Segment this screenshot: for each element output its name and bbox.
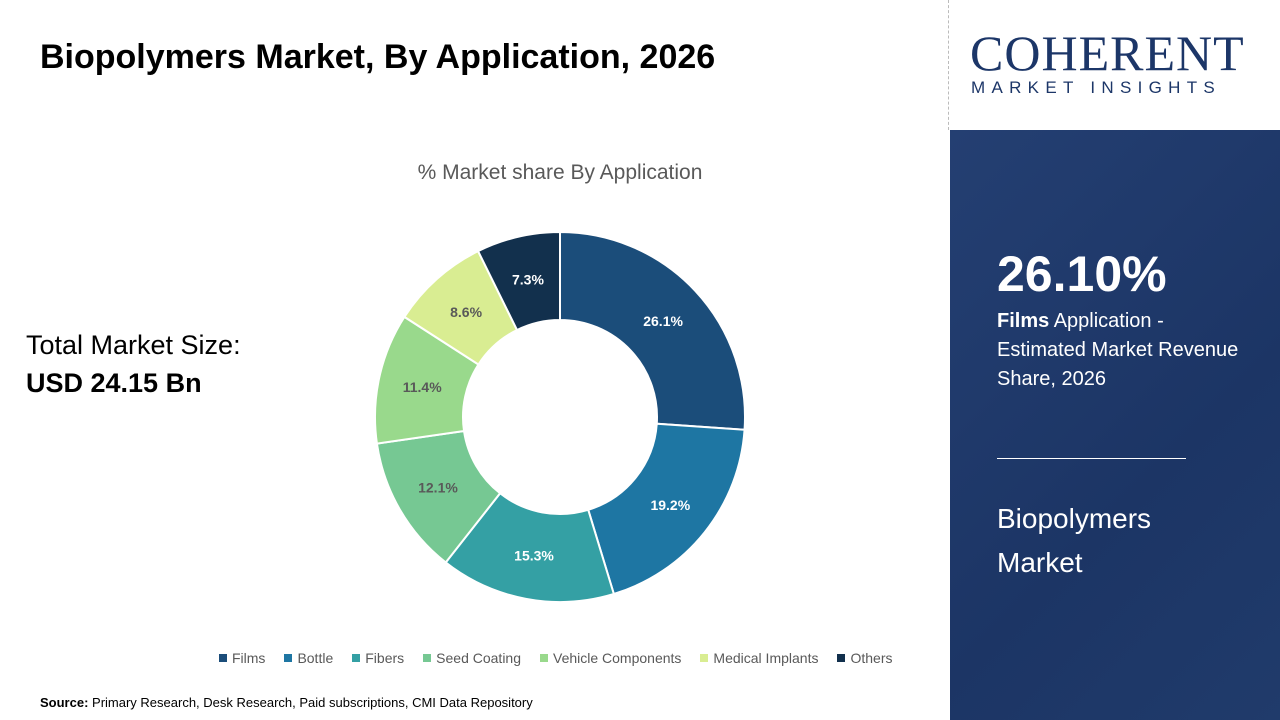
- legend-label: Bottle: [297, 650, 334, 666]
- legend-item: Seed Coating: [423, 650, 521, 666]
- highlight-segment: Films: [997, 310, 1050, 332]
- panel-divider: [997, 458, 1186, 459]
- source-text: Primary Research, Desk Research, Paid su…: [92, 695, 533, 710]
- legend-swatch: [423, 654, 432, 662]
- legend-item: Vehicle Components: [540, 650, 681, 666]
- legend-label: Medical Implants: [713, 650, 819, 666]
- legend-item: Medical Implants: [700, 650, 818, 666]
- legend-label: Seed Coating: [436, 650, 521, 666]
- data-label: 8.6%: [450, 304, 482, 320]
- source-note: Source: Primary Research, Desk Research,…: [40, 695, 533, 710]
- page-title: Biopolymers Market, By Application, 2026: [40, 38, 716, 76]
- legend-swatch: [352, 654, 361, 662]
- total-market-size: Total Market Size: USD 24.15 Bn: [26, 326, 241, 402]
- highlight-percent: 26.10%: [997, 246, 1167, 302]
- legend: Films Bottle Fibers Seed Coating Vehicle Com…: [219, 650, 892, 666]
- slice-others: [476, 230, 561, 332]
- legend-swatch: [219, 654, 227, 662]
- data-label: 7.3%: [512, 272, 544, 288]
- donut-chart: 26.1% 19.2% 15.3% 12.1% 11.4% 8.6% 7.3%: [374, 230, 746, 603]
- market-name: Biopolymers Market: [997, 503, 1152, 578]
- highlight-panel: 26.10% Films Application - Estimated Mar…: [950, 130, 1280, 720]
- data-label: 26.1%: [643, 313, 683, 329]
- legend-item: Fibers: [352, 650, 404, 666]
- legend-item: Others: [837, 650, 892, 666]
- legend-swatch: [540, 654, 548, 662]
- legend-swatch: [700, 654, 709, 662]
- logo-tagline: MARKET INSIGHTS: [971, 78, 1222, 97]
- divider: [948, 0, 949, 130]
- total-label: Total Market Size:: [26, 330, 241, 360]
- legend-item: Bottle: [284, 650, 333, 666]
- legend-item: Films: [219, 650, 265, 666]
- logo-name: COHERENT: [970, 25, 1245, 81]
- data-label: 12.1%: [418, 480, 458, 496]
- legend-swatch: [284, 654, 293, 662]
- legend-label: Films: [232, 650, 266, 666]
- highlight-description: Films Application - Estimated Market Rev…: [997, 307, 1257, 394]
- total-value: USD 24.15 Bn: [26, 368, 202, 398]
- source-label: Source:: [40, 695, 89, 710]
- logo: COHERENT MARKET INSIGHTS: [950, 0, 1280, 130]
- slice-bottle: [586, 422, 746, 596]
- legend-label: Others: [850, 650, 893, 666]
- chart-title: % Market share By Application: [417, 161, 703, 184]
- legend-label: Vehicle Components: [553, 650, 682, 666]
- data-label: 15.3%: [514, 548, 554, 564]
- highlight-text: Application - Estimated Market Revenue S…: [997, 310, 1239, 390]
- data-label: 19.2%: [650, 497, 690, 513]
- data-label: 11.4%: [403, 379, 442, 395]
- slice-films: [559, 230, 746, 431]
- legend-swatch: [837, 654, 846, 662]
- legend-label: Fibers: [365, 650, 405, 666]
